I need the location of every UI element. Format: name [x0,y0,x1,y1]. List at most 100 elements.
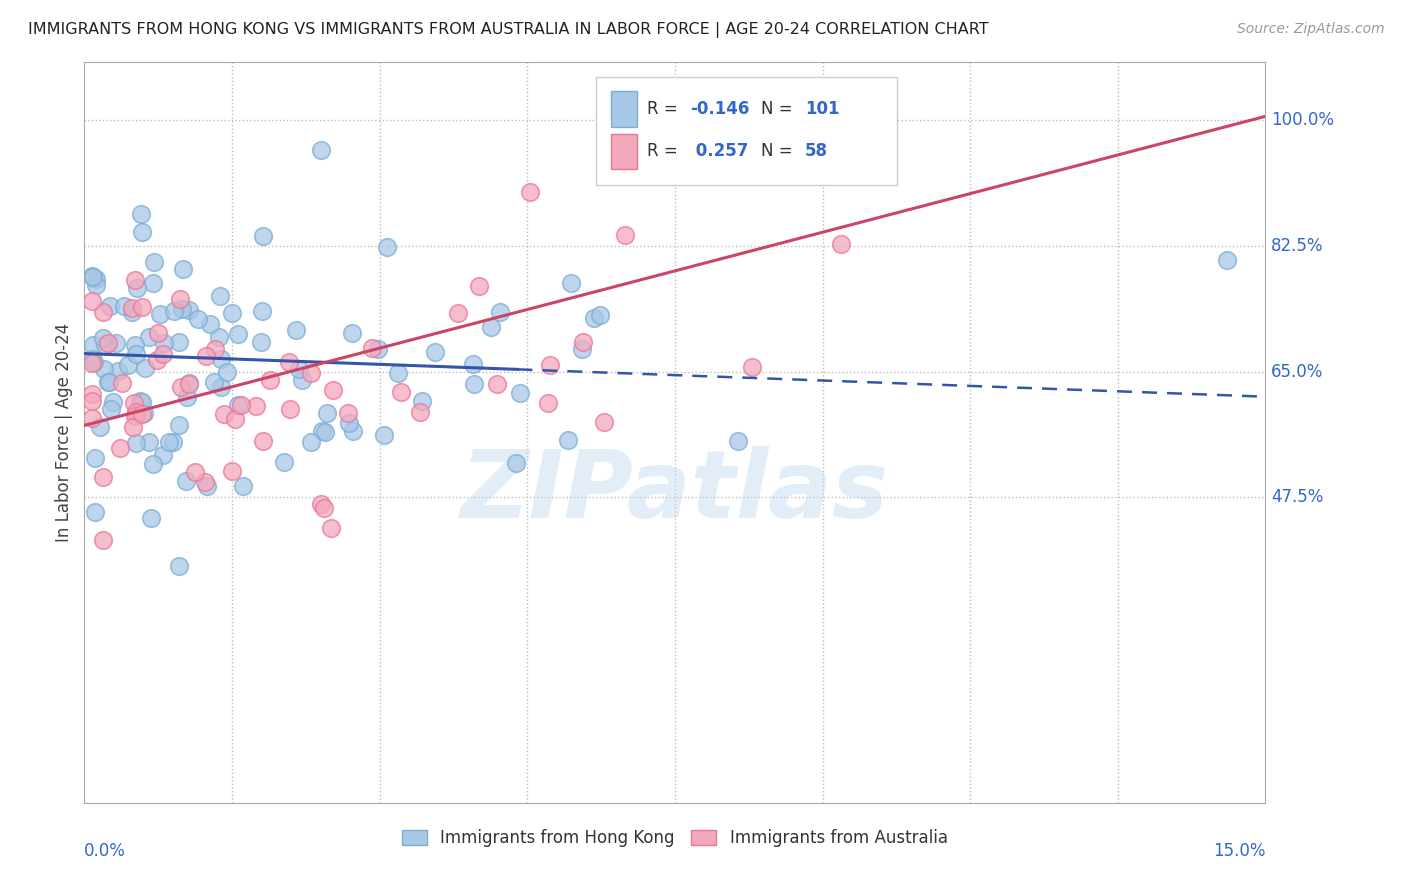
Point [82,393,104,408]
Text: 58: 58 [804,143,828,161]
Point [387,366,409,380]
Point [82,268,104,283]
Point [367,342,389,356]
Point [252,304,274,318]
Point [84,450,107,465]
Point [157,435,180,450]
Point [423,345,446,359]
Point [252,434,274,448]
Point [195,349,218,363]
Point [125,436,148,450]
Point [170,380,193,394]
Point [193,475,215,489]
Point [560,277,582,291]
Text: N =: N = [761,100,799,118]
Point [83,505,105,519]
Point [373,427,395,442]
Point [221,306,243,320]
Point [131,225,153,239]
Point [142,457,165,471]
Point [184,465,207,479]
Point [84,277,107,292]
Text: 65.0%: 65.0% [1271,362,1323,381]
Point [131,407,153,421]
Point [571,342,593,356]
Text: -0.146: -0.146 [690,100,749,118]
Point [125,405,148,419]
Point [389,384,412,399]
Point [489,304,512,318]
Text: Source: ZipAtlas.com: Source: ZipAtlas.com [1237,22,1385,37]
Point [209,352,232,367]
Point [360,341,382,355]
Point [83,355,105,369]
Point [138,330,160,344]
Point [217,365,239,379]
Point [208,329,231,343]
Point [128,394,150,409]
Point [273,455,295,469]
Point [121,301,143,315]
Point [311,425,333,439]
Point [375,240,398,254]
Text: R =: R = [647,100,682,118]
Point [129,206,152,220]
Point [830,236,852,251]
Point [228,327,250,342]
Point [91,470,114,484]
Point [741,359,763,374]
Point [91,533,114,548]
Point [125,280,148,294]
Point [463,377,485,392]
Point [169,417,191,432]
Point [125,347,148,361]
Point [82,294,104,309]
Text: 15.0%: 15.0% [1213,842,1265,860]
Point [538,358,561,372]
Point [131,394,153,409]
Point [134,406,156,420]
Point [226,398,249,412]
Point [82,411,104,425]
Point [107,363,129,377]
Point [162,434,184,449]
Point [97,375,120,389]
Point [152,347,174,361]
Point [1215,252,1237,267]
Point [316,406,339,420]
Point [89,419,111,434]
Point [409,405,432,419]
Point [312,501,335,516]
Point [124,409,146,423]
Point [97,335,120,350]
Point [204,342,226,356]
Point [461,357,484,371]
Point [259,373,281,387]
Point [613,228,636,243]
Point [152,448,174,462]
Point [299,366,322,380]
Point [232,479,254,493]
Point [117,358,139,372]
Point [101,395,124,409]
Point [82,270,104,285]
Point [252,229,274,244]
Point [98,376,121,390]
Point [187,312,209,326]
Point [337,416,360,430]
Point [138,434,160,449]
Text: 101: 101 [804,100,839,118]
Point [342,424,364,438]
Point [134,360,156,375]
Point [169,334,191,349]
Text: 100.0%: 100.0% [1271,111,1334,129]
Point [479,319,502,334]
Point [322,383,344,397]
Point [177,377,200,392]
Point [287,362,309,376]
Text: N =: N = [761,143,799,161]
Point [299,435,322,450]
Point [277,355,299,369]
Point [91,331,114,345]
Point [108,441,131,455]
